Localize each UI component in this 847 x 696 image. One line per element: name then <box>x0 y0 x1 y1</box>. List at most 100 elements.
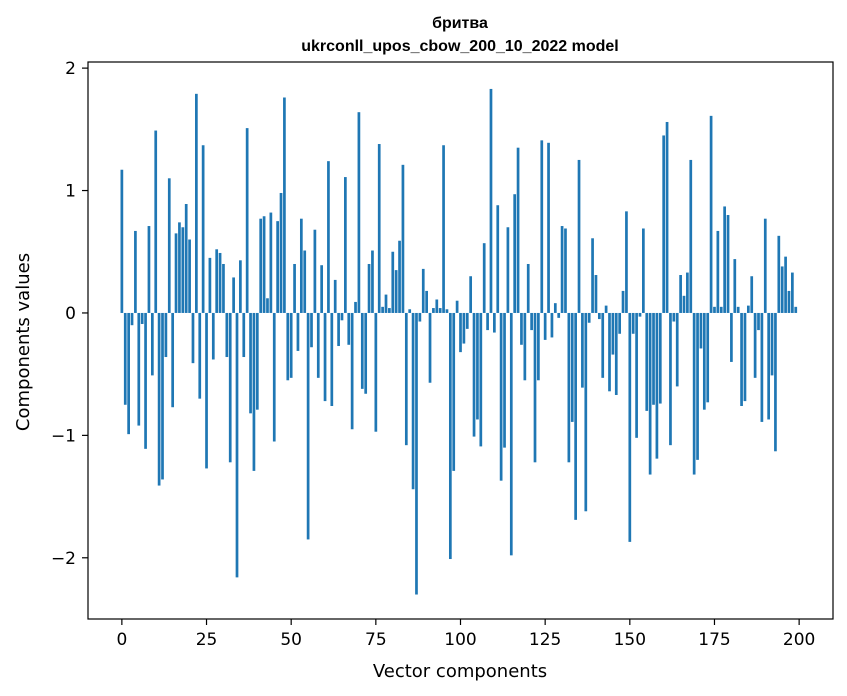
bar <box>144 312 147 449</box>
bar <box>388 308 391 313</box>
bar <box>181 227 185 313</box>
bar <box>337 312 340 347</box>
bar <box>709 115 713 313</box>
bar <box>215 249 219 313</box>
bar <box>476 312 479 420</box>
bar <box>753 312 757 378</box>
bar <box>154 130 158 313</box>
bar <box>130 312 134 326</box>
bar <box>479 312 483 447</box>
bar <box>262 216 266 313</box>
bar <box>127 312 130 435</box>
bar <box>123 312 127 405</box>
bar <box>164 312 168 358</box>
bar <box>225 312 229 358</box>
bar <box>333 279 337 313</box>
bar <box>543 312 547 340</box>
bar <box>313 229 317 313</box>
bar <box>713 306 716 313</box>
bar <box>418 312 422 322</box>
bar <box>472 312 476 437</box>
bar <box>374 312 378 432</box>
bar <box>611 312 615 355</box>
bar <box>486 312 489 331</box>
bar <box>770 312 774 376</box>
bar <box>493 312 496 333</box>
x-tick-label: 0 <box>116 630 127 650</box>
bar <box>316 312 320 378</box>
bar <box>330 312 334 406</box>
bar <box>696 312 699 460</box>
bar <box>408 309 412 313</box>
bar <box>597 312 601 320</box>
bar <box>293 263 296 313</box>
bar <box>777 235 781 313</box>
bar <box>272 312 276 442</box>
bar <box>184 204 188 313</box>
bar <box>303 250 307 313</box>
bar <box>669 312 672 446</box>
bar <box>320 265 324 313</box>
bar <box>784 256 787 313</box>
bar <box>760 312 764 422</box>
bar <box>702 312 706 410</box>
bar <box>750 276 754 313</box>
bar <box>360 312 364 389</box>
x-tick-label: 150 <box>614 630 646 650</box>
bar <box>167 178 171 313</box>
y-axis-label: Components values <box>13 253 34 431</box>
bar <box>323 312 327 402</box>
bar <box>570 312 574 422</box>
bar <box>340 312 344 321</box>
bar <box>706 312 710 403</box>
bar <box>675 312 679 387</box>
bar <box>452 312 456 471</box>
chart-title: бритва <box>432 15 488 32</box>
bar <box>665 121 669 313</box>
bar <box>205 312 208 469</box>
bar <box>279 192 283 313</box>
bar <box>763 218 767 313</box>
bar <box>581 312 584 388</box>
bar <box>628 312 632 542</box>
bar <box>567 312 571 463</box>
bar <box>537 312 540 381</box>
x-axis-ticks: 0 25 50 75 100 125 150 175 200 <box>116 619 815 650</box>
bar <box>195 93 198 313</box>
bar <box>469 276 473 313</box>
bar <box>191 312 195 364</box>
bar <box>547 142 550 313</box>
bar <box>249 312 252 414</box>
x-tick-label: 100 <box>444 630 476 650</box>
bar <box>767 312 771 420</box>
bar <box>631 312 635 334</box>
bar <box>716 230 720 313</box>
bar <box>364 312 368 394</box>
bar <box>242 312 246 358</box>
x-tick-label: 200 <box>783 630 815 650</box>
bar <box>411 312 415 490</box>
bar <box>560 226 564 313</box>
bar <box>730 312 733 362</box>
bar <box>381 306 384 313</box>
bar <box>310 312 313 348</box>
bar <box>746 305 750 313</box>
bar <box>591 238 594 313</box>
bar <box>218 252 222 313</box>
x-tick-label: 175 <box>698 630 730 650</box>
bar <box>733 259 737 313</box>
bar <box>740 312 743 406</box>
bar <box>523 312 527 381</box>
bar <box>398 240 401 313</box>
bar <box>645 312 649 411</box>
bar <box>648 312 652 475</box>
x-tick-label: 125 <box>529 630 561 650</box>
bar <box>208 257 212 313</box>
bar <box>232 277 235 313</box>
bar <box>211 312 215 360</box>
bar <box>499 312 503 481</box>
bar <box>421 268 425 313</box>
x-axis-label: Vector components <box>373 661 547 682</box>
bar <box>642 228 645 313</box>
